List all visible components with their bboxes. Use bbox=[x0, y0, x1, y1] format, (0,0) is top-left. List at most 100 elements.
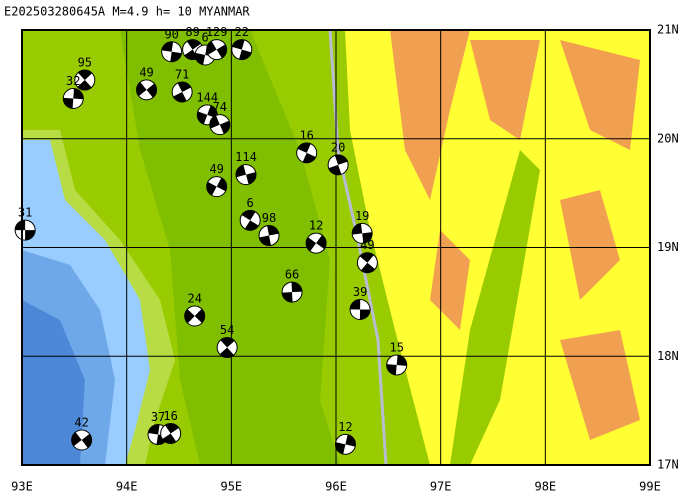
compression-quadrant bbox=[386, 364, 397, 375]
compression-quadrant bbox=[302, 152, 316, 163]
compression-quadrant bbox=[235, 164, 246, 178]
focal-mechanism: 49 bbox=[206, 162, 228, 198]
compression-quadrant bbox=[352, 223, 363, 235]
compression-quadrant bbox=[362, 232, 373, 244]
lat-tick-label: 18N bbox=[657, 349, 679, 363]
compression-quadrant bbox=[239, 49, 252, 60]
focal-mechanism: 49 bbox=[136, 65, 158, 101]
depth-label: 31 bbox=[18, 206, 32, 220]
focal-mechanism: 12 bbox=[334, 420, 356, 455]
compression-quadrant bbox=[259, 235, 271, 246]
depth-label: 16 bbox=[163, 409, 177, 423]
depth-label: 16 bbox=[299, 128, 313, 142]
compression-quadrant bbox=[207, 105, 218, 119]
compression-quadrant bbox=[396, 354, 407, 366]
depth-label: 114 bbox=[235, 150, 257, 164]
compression-quadrant bbox=[335, 442, 346, 455]
depth-label: 20 bbox=[331, 140, 345, 154]
depth-label: 22 bbox=[235, 25, 249, 39]
compression-quadrant bbox=[206, 41, 217, 55]
compression-quadrant bbox=[194, 308, 205, 323]
depth-label: 74 bbox=[213, 100, 227, 114]
compression-quadrant bbox=[146, 83, 157, 98]
focal-mechanism: 31 bbox=[14, 206, 36, 241]
focal-mechanism: 66 bbox=[281, 268, 303, 303]
focal-mechanism: 98 bbox=[258, 211, 280, 247]
compression-quadrant bbox=[241, 210, 256, 221]
focal-mechanism: 39 bbox=[349, 285, 371, 320]
lon-tick-label: 94E bbox=[116, 480, 138, 494]
focal-mechanism: 49 bbox=[356, 238, 378, 274]
focal-mechanism: 20 bbox=[327, 140, 349, 176]
compression-quadrant bbox=[216, 177, 227, 192]
compression-quadrant bbox=[219, 120, 230, 134]
compression-quadrant bbox=[77, 80, 92, 91]
lat-tick-label: 20N bbox=[657, 131, 679, 145]
compression-quadrant bbox=[245, 172, 256, 185]
sea-deep bbox=[22, 300, 85, 465]
focal-mechanism: 32 bbox=[62, 74, 84, 110]
depth-label: 42 bbox=[74, 415, 88, 429]
compression-quadrant bbox=[15, 220, 26, 231]
valley bbox=[450, 150, 540, 465]
lon-tick-label: 95E bbox=[220, 480, 242, 494]
depth-label: 49 bbox=[360, 238, 374, 252]
compression-quadrant bbox=[216, 44, 227, 59]
compression-quadrant bbox=[173, 91, 187, 102]
focal-mechanism: 54 bbox=[216, 323, 238, 359]
focal-mechanism: 6 bbox=[239, 196, 261, 231]
compression-quadrant bbox=[63, 97, 74, 109]
depth-label: 24 bbox=[187, 292, 201, 306]
compression-quadrant bbox=[209, 115, 220, 129]
compression-quadrant bbox=[186, 39, 201, 50]
depth-label: 49 bbox=[209, 162, 223, 176]
compression-quadrant bbox=[232, 39, 245, 50]
depth-label: 39 bbox=[353, 285, 367, 299]
compression-quadrant bbox=[220, 337, 235, 348]
depth-label: 66 bbox=[285, 268, 299, 282]
compression-quadrant bbox=[148, 424, 160, 435]
compression-quadrant bbox=[177, 81, 192, 92]
depth-label: 71 bbox=[175, 67, 189, 81]
mountains bbox=[560, 40, 640, 150]
depth-label: 6 bbox=[247, 196, 254, 210]
depth-label: 49 bbox=[139, 65, 153, 79]
compression-quadrant bbox=[328, 164, 342, 175]
compression-quadrant bbox=[195, 52, 206, 65]
compression-quadrant bbox=[291, 282, 303, 293]
focal-mechanism: 16 bbox=[160, 409, 182, 444]
lon-tick-label: 99E bbox=[639, 480, 661, 494]
compression-quadrant bbox=[77, 70, 93, 81]
compression-quadrant bbox=[25, 230, 36, 241]
compression-quadrant bbox=[345, 434, 356, 447]
lon-tick-label: 93E bbox=[11, 480, 33, 494]
depth-label: 12 bbox=[338, 420, 352, 434]
depth-label: 95 bbox=[78, 56, 92, 70]
focal-mechanism: 15 bbox=[386, 340, 408, 376]
compression-quadrant bbox=[165, 423, 179, 434]
compression-quadrant bbox=[244, 220, 259, 231]
mountains bbox=[470, 40, 540, 140]
compression-quadrant bbox=[161, 41, 174, 52]
compression-quadrant bbox=[184, 49, 199, 60]
depth-label: 32 bbox=[66, 74, 80, 88]
focal-mechanism: 16 bbox=[296, 128, 318, 164]
lat-tick-label: 19N bbox=[657, 240, 679, 254]
compression-quadrant bbox=[81, 433, 92, 448]
depth-label: 19 bbox=[355, 209, 369, 223]
compression-quadrant bbox=[316, 235, 327, 250]
depth-label: 12 bbox=[309, 219, 323, 233]
compression-quadrant bbox=[170, 51, 182, 62]
depth-label: 6 bbox=[202, 31, 209, 45]
focal-mechanism: 71 bbox=[171, 67, 193, 103]
compression-quadrant bbox=[206, 181, 217, 196]
focal-mechanism: 114 bbox=[235, 150, 257, 186]
compression-quadrant bbox=[359, 252, 374, 263]
depth-label: 98 bbox=[262, 211, 276, 225]
compression-quadrant bbox=[219, 347, 234, 358]
depth-label: 37 bbox=[151, 410, 165, 424]
mountains bbox=[560, 190, 620, 300]
